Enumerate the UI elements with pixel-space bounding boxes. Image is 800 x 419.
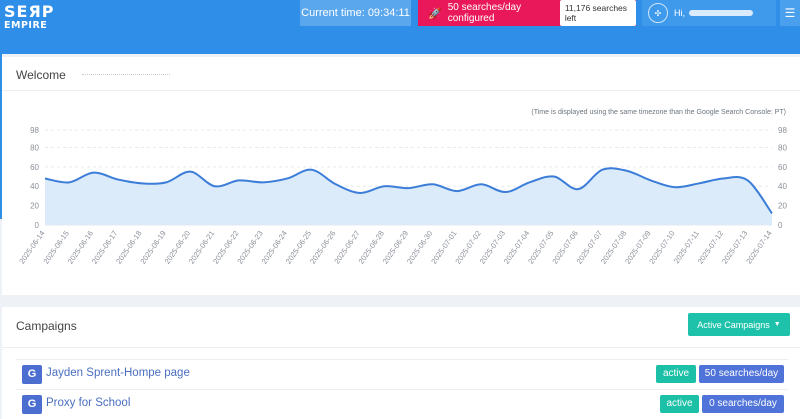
current-time-label: Current time: [301, 7, 365, 19]
y-tick-label-left: 20 [30, 202, 39, 211]
user-greeting: Hi, [674, 8, 685, 18]
searches-status[interactable]: 🚀 50 searches/day configured 11,176 sear… [418, 0, 636, 26]
series-area [45, 168, 772, 225]
searches-configured-text: 50 searches/day configured [447, 2, 522, 24]
status-badge: active [656, 365, 696, 383]
rocket-icon: 🚀 [428, 7, 442, 20]
top-navbar: SEЯP EMPIRE Current time: 09:34:11 🚀 50 … [0, 0, 800, 54]
quota-badge: 50 searches/day [699, 365, 784, 383]
card-divider [2, 347, 800, 348]
google-icon: G [22, 365, 42, 384]
hamburger-menu-icon[interactable]: ☰ [780, 0, 800, 26]
y-tick-label-left: 98 [30, 126, 39, 135]
searches-left-badge: 11,176 searches left [559, 0, 636, 26]
card-divider [2, 90, 800, 91]
status-badge: active [660, 395, 699, 413]
campaigns-title: Campaigns [16, 319, 77, 333]
logo-line-1: SEЯP [4, 2, 55, 21]
current-time-value: 09:34:11 [367, 7, 410, 19]
campaign-row[interactable]: G Jayden Sprent-Hompe page active 50 sea… [16, 359, 788, 387]
user-menu[interactable]: ✣ Hi, [642, 0, 776, 26]
campaign-name-link[interactable]: Jayden Sprent-Hompe page [46, 367, 190, 379]
active-campaigns-dropdown[interactable]: Active Campaigns ▼ [688, 313, 790, 336]
avatar-icon: ✣ [648, 3, 668, 23]
campaign-name-link[interactable]: Proxy for School [46, 397, 131, 409]
y-tick-label-right: 80 [778, 143, 787, 152]
serp-empire-logo[interactable]: SEЯP EMPIRE [4, 4, 55, 31]
redacted-welcome-name [82, 74, 170, 77]
y-tick-label-right: 40 [778, 182, 787, 191]
y-tick-label-left: 60 [30, 163, 39, 172]
y-tick-label-right: 60 [778, 163, 787, 172]
y-tick-label-right: 20 [778, 202, 787, 211]
campaigns-card: Campaigns Active Campaigns ▼ G Jayden Sp… [2, 307, 800, 419]
left-accent-stripe [0, 54, 2, 219]
y-tick-label-right: 98 [778, 126, 787, 135]
redacted-username [689, 10, 753, 16]
active-campaigns-label: Active Campaigns [697, 319, 770, 330]
y-tick-label-left: 0 [35, 221, 40, 230]
y-tick-label-left: 80 [30, 143, 39, 152]
y-tick-label-right: 0 [778, 221, 783, 230]
chevron-down-icon: ▼ [773, 321, 781, 328]
welcome-card: Welcome (Time is displayed using the sam… [2, 57, 800, 295]
current-time-display: Current time: 09:34:11 [300, 0, 411, 26]
series-line [44, 167, 773, 214]
y-tick-label-left: 40 [30, 182, 39, 191]
quota-badge: 0 searches/day [702, 395, 784, 413]
welcome-title: Welcome [16, 68, 66, 82]
timezone-note: (Time is displayed using the same timezo… [531, 109, 786, 116]
google-icon: G [22, 395, 42, 414]
logo-line-2: EMPIRE [4, 20, 48, 31]
campaign-row[interactable]: G Proxy for School active 0 searches/day [16, 389, 788, 417]
